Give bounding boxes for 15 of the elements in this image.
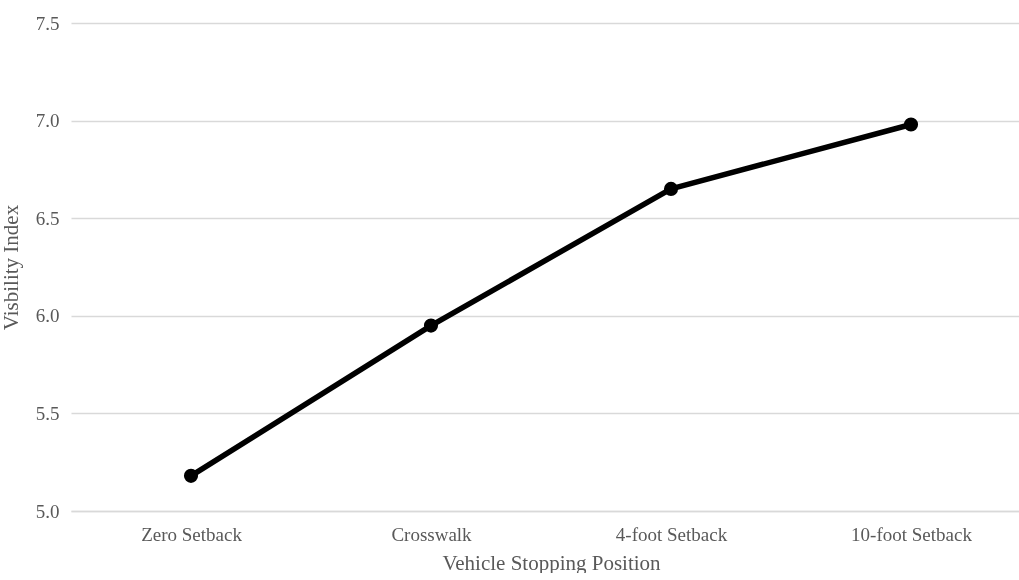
y-tick-label: 5.5	[35, 402, 60, 424]
point	[423, 318, 439, 333]
point	[903, 117, 919, 132]
point	[663, 181, 679, 196]
y-tick-label: 6.0	[35, 305, 60, 327]
x-tick-label: 10-foot Setback	[851, 523, 973, 545]
point	[183, 468, 199, 483]
x-tick-label: 4-foot Setback	[615, 523, 728, 545]
y-axis-title: Visbility Index	[0, 204, 23, 331]
y-tick-label: 6.5	[35, 207, 60, 229]
x-tick-label: Crosswalk	[391, 523, 473, 545]
y-tick-label: 5.0	[35, 500, 60, 522]
y-tick-label: 7.0	[35, 110, 60, 132]
y-tick-label: 7.5	[35, 12, 60, 34]
x-tick-label: Zero Setback	[141, 523, 243, 545]
